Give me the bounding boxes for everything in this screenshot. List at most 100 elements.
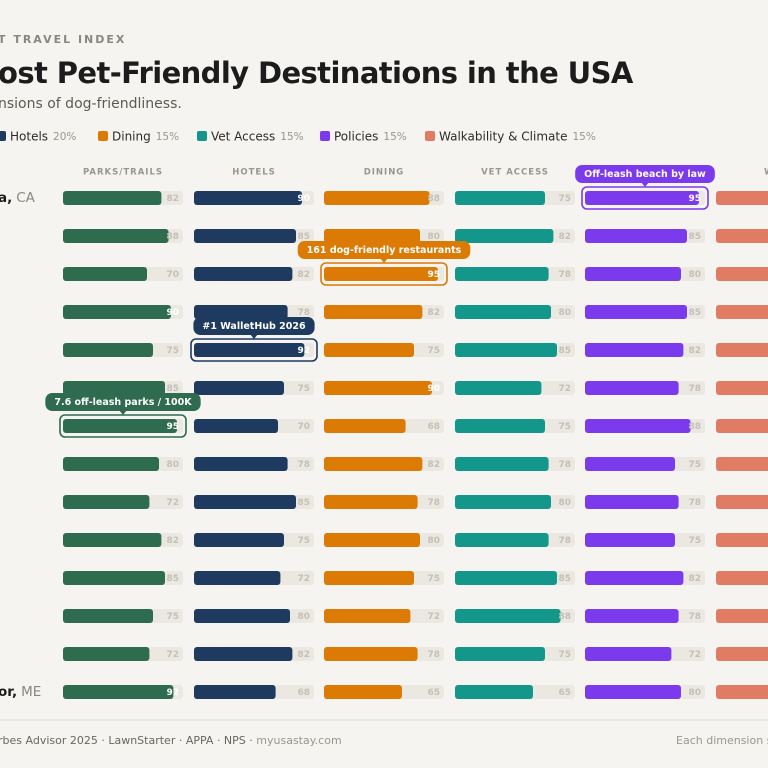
- bar: [585, 495, 679, 509]
- bar: [585, 609, 679, 623]
- legend-label: Walkability & Climate: [439, 130, 567, 144]
- value-label: 85: [166, 574, 179, 584]
- value-label: 92: [166, 688, 179, 698]
- value-label: 75: [558, 650, 571, 660]
- value-label: 92: [297, 346, 310, 356]
- bar: [324, 609, 411, 623]
- cropped-bar: [716, 229, 768, 243]
- value-label: 78: [297, 308, 310, 318]
- legend-weight: 15%: [572, 131, 595, 143]
- bar: [324, 419, 406, 433]
- value-label: 72: [427, 612, 440, 622]
- legend-label: Dining: [112, 130, 151, 144]
- kicker: T TRAVEL INDEX: [0, 33, 126, 46]
- bar: [324, 381, 432, 395]
- tooltip-bg: [193, 317, 315, 335]
- value-label: 90: [166, 308, 179, 318]
- value-label: 85: [166, 384, 179, 394]
- cropped-bar: [716, 305, 768, 319]
- subtitle: nsions of dog-friendliness.: [0, 96, 182, 112]
- column-header: WAL: [764, 168, 768, 178]
- value-label: 85: [297, 498, 310, 508]
- value-label: 82: [688, 346, 701, 356]
- bar: [324, 343, 414, 357]
- value-label: 72: [558, 384, 571, 394]
- value-label: 68: [427, 422, 440, 432]
- value-label: 90: [297, 194, 310, 204]
- cropped-bar: [716, 457, 768, 471]
- value-label: 85: [558, 574, 571, 584]
- value-label: 75: [166, 346, 179, 356]
- bar: [194, 343, 305, 357]
- bar: [63, 267, 147, 281]
- legend-label: Policies: [334, 130, 378, 144]
- bar: [63, 609, 153, 623]
- legend-label: Vet Access: [211, 130, 275, 144]
- tooltip: Off-leash beach by law: [575, 165, 715, 187]
- chart-title: ost Pet-Friendly Destinations in the USA: [0, 56, 634, 90]
- bar: [455, 419, 545, 433]
- cropped-bar: [716, 571, 768, 585]
- bar: [194, 495, 296, 509]
- value-label: 78: [558, 460, 571, 470]
- bar: [455, 381, 542, 395]
- tooltip-pointer: [380, 258, 388, 263]
- value-label: 88: [427, 194, 440, 204]
- value-label: 80: [558, 498, 571, 508]
- bar: [63, 533, 162, 547]
- cropped-bar: [716, 685, 768, 699]
- value-label: 68: [297, 688, 310, 698]
- legend-swatch: [197, 131, 207, 141]
- bar: [585, 533, 675, 547]
- tooltip-text: #1 WalletHub 2026: [202, 321, 306, 332]
- bar: [63, 685, 174, 699]
- tooltip-text: 7.6 off-leash parks / 100K: [54, 397, 192, 408]
- bar: [585, 381, 679, 395]
- bar: [194, 609, 290, 623]
- bar: [455, 305, 551, 319]
- bar: [585, 191, 699, 205]
- legend-label: Hotels: [10, 130, 48, 144]
- value-label: 80: [427, 536, 440, 546]
- value-label: 78: [688, 384, 701, 394]
- legend-swatch: [320, 131, 330, 141]
- value-label: 82: [558, 232, 571, 242]
- value-label: 78: [558, 270, 571, 280]
- tooltip-pointer: [641, 182, 649, 187]
- bar: [324, 533, 420, 547]
- value-label: 80: [297, 612, 310, 622]
- value-label: 95: [688, 194, 701, 204]
- bar: [63, 381, 165, 395]
- cropped-bar: [716, 609, 768, 623]
- tooltip-bg: [45, 393, 201, 411]
- legend-weight: 15%: [280, 131, 303, 143]
- value-label: 72: [166, 498, 179, 508]
- bar: [585, 267, 681, 281]
- bar: [324, 647, 418, 661]
- value-label: 85: [297, 232, 310, 242]
- value-label: 95: [166, 422, 179, 432]
- cropped-bar: [716, 343, 768, 357]
- bar: [194, 571, 281, 585]
- bar: [455, 229, 554, 243]
- bar: [63, 191, 162, 205]
- row-state: ME: [21, 684, 41, 700]
- value-label: 78: [688, 612, 701, 622]
- value-label: 80: [427, 232, 440, 242]
- value-label: 75: [558, 422, 571, 432]
- bar: [194, 229, 296, 243]
- value-label: 75: [166, 612, 179, 622]
- value-label: 85: [558, 346, 571, 356]
- footer-sources: rbes Advisor 2025 · LawnStarter · APPA ·…: [0, 734, 256, 747]
- value-label: 88: [166, 232, 179, 242]
- value-label: 65: [427, 688, 440, 698]
- bar: [455, 685, 533, 699]
- value-label: 65: [558, 688, 571, 698]
- row-name: or,: [0, 684, 17, 700]
- tooltip-bg: [575, 165, 715, 183]
- bar: [455, 267, 549, 281]
- value-label: 70: [166, 270, 179, 280]
- tooltip-text: 161 dog-friendly restaurants: [307, 245, 462, 256]
- value-label: 75: [688, 460, 701, 470]
